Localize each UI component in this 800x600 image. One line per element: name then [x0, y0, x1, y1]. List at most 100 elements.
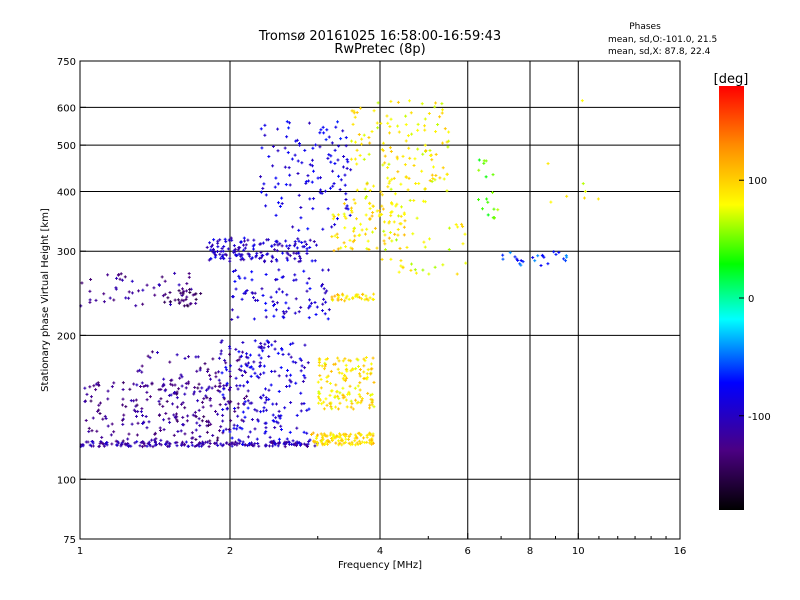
data-point	[175, 405, 179, 409]
data-point	[206, 423, 210, 427]
data-point	[321, 125, 325, 129]
data-point	[326, 156, 330, 160]
data-point	[236, 402, 240, 406]
data-point	[216, 412, 220, 416]
data-point	[300, 364, 304, 368]
data-point	[97, 408, 101, 412]
data-point	[163, 279, 167, 283]
data-point	[253, 291, 257, 295]
data-point	[274, 308, 278, 312]
data-point	[214, 371, 218, 375]
data-point	[180, 375, 184, 379]
data-point	[323, 442, 327, 446]
data-point	[298, 256, 302, 260]
data-point	[120, 278, 124, 282]
data-point	[362, 436, 366, 440]
data-point	[428, 148, 432, 152]
data-point	[308, 304, 312, 308]
data-point	[87, 430, 91, 434]
data-point	[280, 275, 284, 279]
data-point	[322, 407, 326, 411]
data-point	[240, 256, 244, 260]
data-point	[331, 213, 335, 217]
data-point	[339, 137, 343, 141]
data-point	[308, 163, 312, 167]
data-point	[402, 212, 406, 216]
data-point	[161, 384, 165, 388]
data-point	[276, 351, 280, 355]
data-point	[336, 407, 340, 411]
data-point	[428, 153, 432, 157]
data-point	[273, 243, 277, 247]
data-point	[371, 441, 375, 445]
data-point	[513, 255, 517, 259]
data-point	[403, 163, 407, 167]
data-point	[306, 361, 310, 365]
data-point	[351, 296, 355, 300]
data-point	[232, 251, 236, 255]
data-point	[278, 204, 282, 208]
data-point	[263, 421, 267, 425]
data-point	[127, 296, 131, 300]
data-point	[338, 435, 342, 439]
data-point	[187, 275, 191, 279]
data-point	[253, 371, 257, 375]
data-point	[217, 356, 221, 360]
data-point	[334, 405, 338, 409]
data-point	[339, 246, 343, 250]
data-point	[135, 403, 139, 407]
data-point	[362, 376, 366, 380]
data-point	[461, 225, 465, 229]
data-point	[223, 358, 227, 362]
data-point	[322, 400, 326, 404]
data-point	[358, 395, 362, 399]
data-point	[375, 121, 379, 125]
data-point	[91, 416, 95, 420]
data-point	[362, 364, 366, 368]
data-point	[299, 259, 303, 263]
data-point	[383, 161, 387, 165]
data-point	[438, 176, 442, 180]
data-point	[273, 339, 277, 343]
data-point	[441, 166, 445, 170]
data-point	[308, 245, 312, 249]
data-point	[314, 313, 318, 317]
data-point	[260, 287, 264, 291]
data-point	[291, 360, 295, 364]
data-point	[325, 438, 329, 442]
data-point	[369, 393, 373, 397]
data-point	[288, 121, 292, 125]
data-point	[386, 185, 390, 189]
data-point	[251, 367, 255, 371]
data-point	[360, 440, 364, 444]
data-point	[379, 190, 383, 194]
y-tick-label: 300	[57, 247, 76, 258]
data-point	[110, 422, 114, 426]
data-point	[390, 201, 394, 205]
data-point	[263, 133, 267, 137]
data-point	[331, 217, 335, 221]
data-point	[394, 238, 398, 242]
data-point	[369, 362, 373, 366]
data-point	[303, 376, 307, 380]
data-point	[110, 442, 114, 446]
data-point	[258, 372, 262, 376]
data-point	[180, 384, 184, 388]
data-point	[447, 248, 451, 252]
data-point	[246, 356, 250, 360]
data-point	[293, 311, 297, 315]
data-point	[141, 414, 145, 418]
data-point	[340, 371, 344, 375]
data-point	[235, 424, 239, 428]
data-point	[346, 207, 350, 211]
data-point	[282, 312, 286, 316]
data-point	[179, 373, 183, 377]
data-point	[251, 244, 255, 248]
data-point	[112, 430, 116, 434]
data-point	[328, 381, 332, 385]
data-point	[267, 444, 271, 448]
data-point	[431, 177, 435, 181]
data-point	[237, 358, 241, 362]
data-point	[325, 380, 329, 384]
data-point	[145, 444, 149, 448]
